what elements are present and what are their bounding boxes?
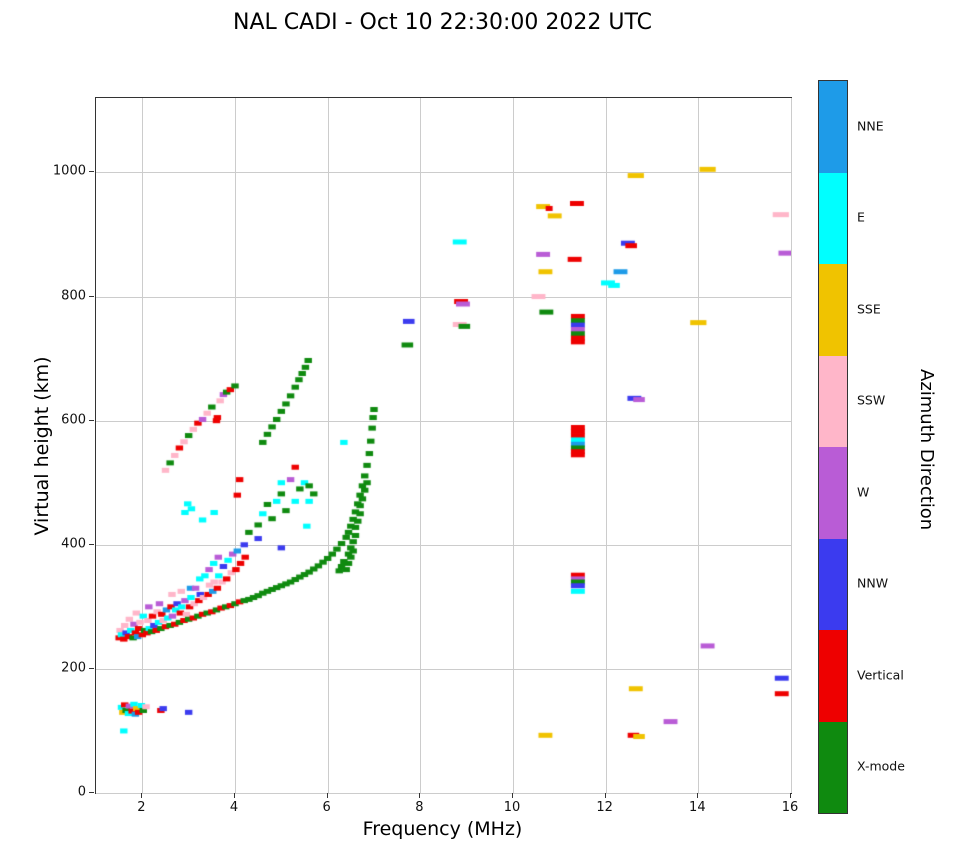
y-tick-mark	[89, 295, 94, 297]
colorbar-segment-x-mode	[819, 721, 847, 813]
colorbar-category-label: X-mode	[857, 758, 905, 774]
gridline-horizontal	[96, 793, 791, 794]
x-tick-label: 6	[322, 800, 331, 815]
x-tick-label: 12	[596, 800, 613, 815]
x-tick-mark	[419, 793, 421, 798]
colorbar-segment-nne	[819, 81, 847, 173]
colorbar-category-label: NNE	[857, 118, 884, 134]
y-tick-mark	[89, 543, 94, 545]
y-tick-mark	[89, 667, 94, 669]
y-tick-label: 200	[61, 660, 86, 676]
y-tick-label: 800	[61, 288, 86, 304]
y-tick-mark	[89, 171, 94, 173]
x-tick-mark	[326, 793, 328, 798]
x-tick-label: 2	[137, 800, 146, 815]
plot-title: NAL CADI - Oct 10 22:30:00 2022 UTC	[233, 10, 652, 35]
colorbar-category-label: SSW	[857, 392, 886, 408]
y-tick-label: 400	[61, 536, 86, 552]
plot-area	[95, 97, 792, 794]
x-tick-label: 10	[503, 800, 521, 815]
colorbar-segment-ssw	[819, 355, 847, 447]
colorbar-category-label: NNW	[857, 575, 889, 591]
y-tick-mark	[89, 419, 94, 421]
scatter-canvas	[96, 98, 791, 793]
colorbar-segment-sse	[819, 264, 847, 356]
x-tick-label: 14	[689, 800, 706, 815]
x-tick-mark	[141, 793, 143, 798]
x-tick-mark	[512, 793, 513, 798]
x-tick-mark	[790, 793, 791, 798]
colorbar-segment-e	[819, 172, 847, 264]
colorbar-segment-vertical	[819, 630, 847, 722]
y-axis-label: Virtual height (km)	[31, 356, 53, 536]
y-tick-mark	[89, 792, 94, 793]
x-tick-mark	[234, 793, 235, 798]
x-tick-label: 4	[229, 800, 239, 815]
y-tick-label: 1000	[52, 163, 86, 179]
y-tick-label: 0	[77, 784, 86, 800]
colorbar-category-label: SSE	[857, 301, 881, 317]
colorbar-category-label: Vertical	[857, 667, 904, 683]
colorbar	[818, 80, 848, 814]
colorbar-category-label: E	[857, 209, 865, 225]
x-tick-label: 16	[781, 800, 799, 815]
colorbar-category-label: W	[857, 484, 870, 500]
x-tick-mark	[697, 793, 699, 798]
x-tick-label: 8	[415, 800, 424, 815]
colorbar-segment-w	[819, 447, 847, 539]
colorbar-label: Azimuth Direction	[916, 369, 937, 531]
y-tick-label: 600	[61, 412, 86, 428]
x-axis-label: Frequency (MHz)	[362, 818, 523, 840]
x-tick-mark	[604, 793, 606, 798]
colorbar-segment-nnw	[819, 538, 847, 630]
gridline-vertical	[791, 98, 792, 793]
